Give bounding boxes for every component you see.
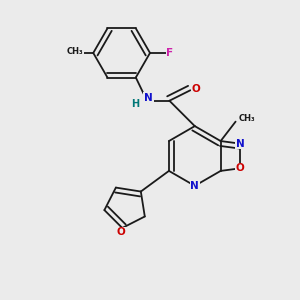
Text: N: N xyxy=(236,139,244,148)
Text: CH₃: CH₃ xyxy=(238,113,255,122)
Text: O: O xyxy=(191,84,200,94)
Text: N: N xyxy=(190,181,199,191)
Text: O: O xyxy=(236,163,244,173)
Text: O: O xyxy=(116,227,125,238)
Text: N: N xyxy=(144,93,153,103)
Text: CH₃: CH₃ xyxy=(67,47,84,56)
Text: H: H xyxy=(131,99,139,109)
Text: F: F xyxy=(167,48,174,58)
